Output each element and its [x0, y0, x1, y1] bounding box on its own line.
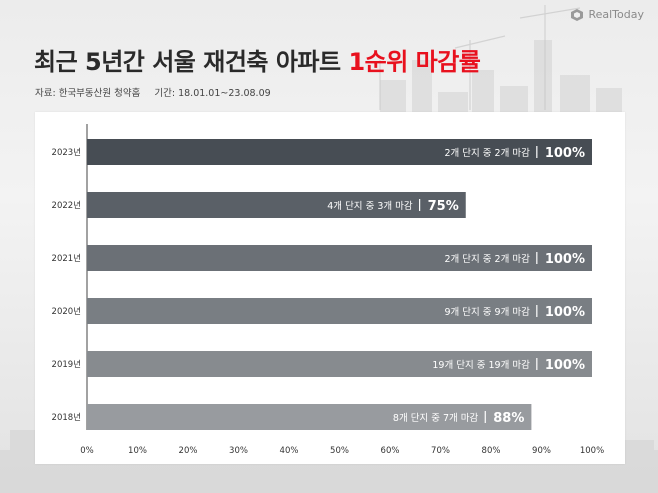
page-title: 최근 5년간 서울 재건축 아파트 1순위 마감률: [34, 42, 481, 77]
bar-5: [87, 404, 532, 430]
category-label-4: 2019년: [52, 359, 81, 370]
x-tick-label-8: 80%: [482, 446, 501, 456]
brand-mark-icon: [571, 8, 584, 21]
value-label-2: 100%: [545, 252, 585, 267]
brand-name: RealToday: [588, 8, 644, 21]
category-label-0: 2023년: [52, 147, 81, 158]
source-line: 자료: 한국부동산원 청약홈 기간: 18.01.01~23.08.09: [35, 85, 271, 99]
bar-3: [87, 298, 592, 324]
bar-annotation-4: 19개 단지 중 19개 마감: [432, 359, 530, 371]
bar-1: [87, 192, 466, 218]
x-tick-label-2: 20%: [179, 446, 198, 456]
brand-logo: RealToday: [571, 8, 644, 21]
category-label-3: 2020년: [52, 306, 81, 317]
bar-annotation-0: 2개 단지 중 2개 마감: [444, 147, 530, 159]
x-tick-label-3: 30%: [229, 446, 248, 456]
chart-panel: 2023년 100% 2개 단지 중 2개 마감 2022년 75% 4개 단지 중 3개…: [35, 112, 625, 464]
bar-0: [87, 139, 592, 165]
x-tick-label-0: 0%: [80, 446, 94, 456]
category-label-1: 2022년: [52, 200, 81, 211]
bar-annotation-5: 8개 단지 중 7개 마감: [393, 412, 479, 424]
x-tick-label-9: 90%: [532, 446, 551, 456]
x-tick-label-7: 70%: [431, 446, 450, 456]
title-highlight: 1순위 마감률: [348, 48, 481, 76]
value-label-4: 100%: [545, 358, 585, 373]
value-label-3: 100%: [545, 305, 585, 320]
period-text: 기간: 18.01.01~23.08.09: [154, 88, 271, 99]
title-main: 최근 5년간 서울 재건축 아파트: [34, 48, 349, 76]
bar-2: [87, 245, 592, 271]
source-text: 자료: 한국부동산원 청약홈: [35, 88, 141, 99]
bar-chart: 2023년 100% 2개 단지 중 2개 마감 2022년 75% 4개 단지 중 3개…: [52, 124, 604, 456]
bar-4: [87, 351, 592, 377]
value-label-0: 100%: [545, 146, 585, 161]
bar-annotation-2: 2개 단지 중 2개 마감: [444, 253, 530, 265]
value-label-1: 75%: [428, 199, 459, 214]
x-tick-label-5: 50%: [330, 446, 349, 456]
category-label-2: 2021년: [52, 253, 81, 264]
x-tick-label-10: 100%: [580, 446, 604, 456]
x-tick-label-6: 60%: [381, 446, 400, 456]
bar-annotation-3: 9개 단지 중 9개 마감: [444, 306, 530, 318]
x-tick-label-1: 10%: [128, 446, 147, 456]
bar-annotation-1: 4개 단지 중 3개 마감: [327, 200, 413, 212]
x-tick-label-4: 40%: [280, 446, 299, 456]
value-label-5: 88%: [493, 411, 524, 426]
category-label-5: 2018년: [52, 412, 81, 423]
